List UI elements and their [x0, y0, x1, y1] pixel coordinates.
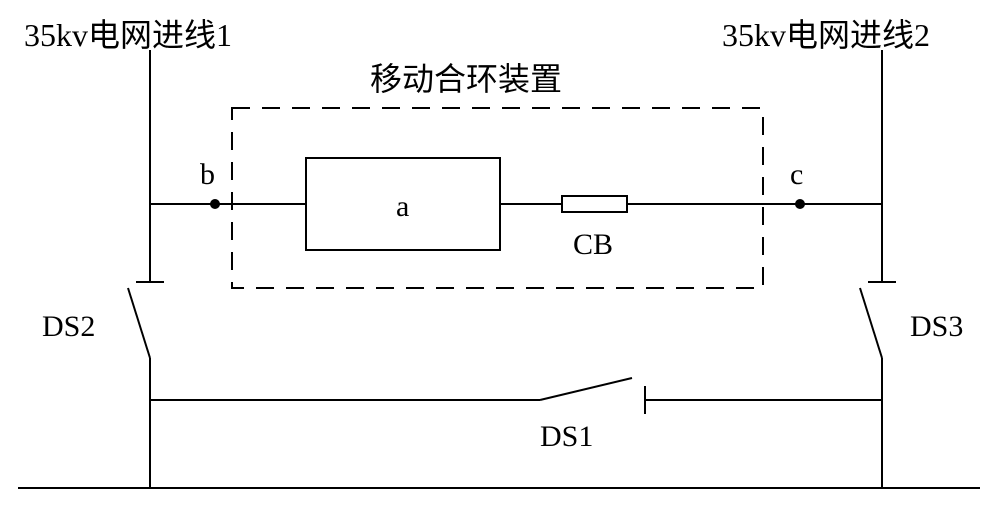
device-title-label: 移动合环装置 — [370, 54, 562, 100]
block-a-label: a — [396, 190, 409, 224]
ds1-label: DS1 — [540, 420, 593, 454]
ds3-label: DS3 — [910, 310, 963, 344]
cb-label: CB — [573, 228, 613, 262]
incoming-line-2-label: 35kv电网进线2 — [722, 10, 930, 56]
ds2-label: DS2 — [42, 310, 95, 344]
incoming-line-1-label: 35kv电网进线1 — [24, 10, 232, 56]
node-c-label: c — [790, 158, 803, 192]
node-b-label: b — [200, 158, 215, 192]
